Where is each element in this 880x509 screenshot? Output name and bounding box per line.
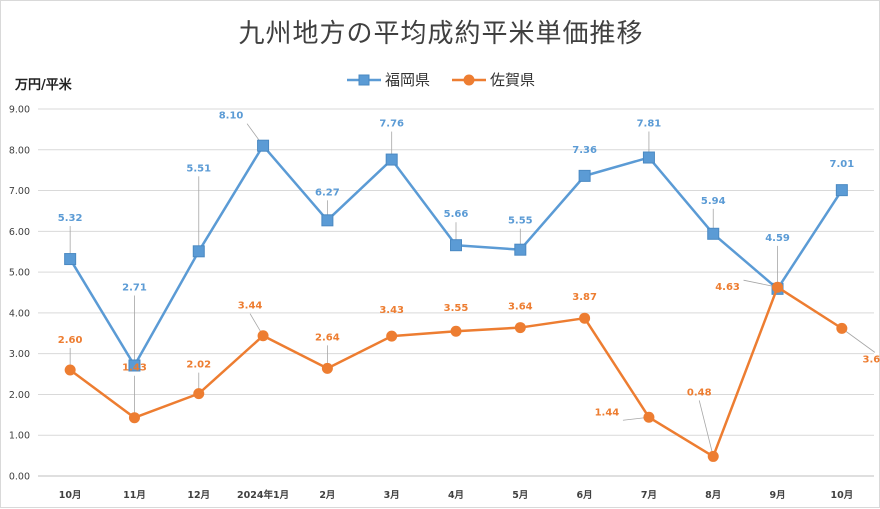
- data-label: 3.44: [238, 301, 263, 312]
- y-tick-label: 6.00: [9, 227, 30, 238]
- data-label: 5.32: [58, 213, 83, 224]
- data-point-marker: [836, 322, 848, 334]
- y-tick-label: 4.00: [9, 308, 30, 319]
- y-tick-label: 8.00: [9, 145, 30, 156]
- legend-label-fukuoka: 福岡県: [384, 71, 430, 89]
- data-label: 7.01: [830, 159, 855, 170]
- data-point-marker: [514, 322, 526, 334]
- y-axis-unit-label: 万円/平米: [15, 78, 72, 93]
- leader-line: [698, 400, 714, 457]
- x-tick-label: 4月: [448, 490, 464, 501]
- legend-circle-marker-icon: [452, 74, 486, 85]
- data-point-marker: [707, 227, 720, 240]
- data-point-marker: [643, 411, 655, 423]
- data-point-marker: [450, 239, 462, 252]
- data-label: 8.10: [219, 111, 244, 122]
- data-point-marker: [707, 450, 719, 462]
- data-label: 5.66: [444, 209, 469, 220]
- data-point-marker: [772, 281, 784, 293]
- data-point-marker: [578, 169, 591, 182]
- y-tick-label: 5.00: [9, 268, 30, 279]
- data-label: 5.51: [186, 163, 211, 174]
- y-tick-label: 0.00: [9, 472, 30, 483]
- data-label: 7.36: [572, 145, 597, 156]
- data-point-marker: [128, 359, 141, 372]
- chart-title: 九州地方の平均成約平米単価推移: [238, 19, 644, 49]
- data-point-marker: [321, 362, 333, 374]
- legend-square-marker-icon: [346, 74, 381, 85]
- x-tick-label: 12月: [187, 490, 210, 501]
- data-point-marker: [321, 214, 334, 227]
- x-tick-label: 10月: [830, 490, 853, 501]
- data-label: 2.60: [58, 335, 83, 346]
- data-label: 3.43: [379, 305, 404, 316]
- data-point-marker: [257, 139, 270, 152]
- legend-item-fukuoka: 福岡県: [346, 69, 430, 90]
- data-label: 2.64: [315, 332, 340, 343]
- data-label: 4.59: [765, 233, 790, 244]
- data-point-marker: [835, 184, 848, 197]
- data-label: 3.62: [863, 354, 880, 365]
- x-tick-label: 3月: [384, 490, 400, 501]
- data-point-marker: [514, 243, 527, 256]
- data-label: 5.55: [508, 216, 533, 227]
- x-tick-label: 9月: [769, 490, 785, 501]
- data-label: 0.48: [687, 387, 712, 398]
- y-tick-label: 2.00: [9, 390, 30, 401]
- x-tick-label: 5月: [512, 490, 528, 501]
- legend: 福岡県 佐賀県: [1, 69, 880, 90]
- data-label: 3.64: [508, 302, 533, 313]
- x-tick-label: 11月: [123, 490, 146, 501]
- legend-item-saga: 佐賀県: [452, 69, 535, 90]
- y-tick-label: 3.00: [9, 349, 30, 360]
- data-label: 7.76: [379, 119, 404, 130]
- legend-label-saga: 佐賀県: [490, 71, 536, 89]
- data-point-marker: [385, 153, 398, 166]
- data-point-marker: [192, 245, 205, 258]
- data-point-marker: [128, 412, 140, 424]
- data-point-marker: [193, 388, 205, 400]
- data-point-marker: [386, 330, 398, 342]
- y-tick-label: 7.00: [9, 186, 30, 197]
- data-point-marker: [450, 325, 462, 337]
- data-point-marker: [64, 364, 76, 376]
- data-point-marker: [64, 253, 77, 266]
- data-label: 2.02: [186, 360, 211, 371]
- data-label: 5.94: [701, 196, 726, 207]
- y-tick-label: 9.00: [9, 105, 30, 116]
- data-point-marker: [642, 151, 655, 164]
- x-tick-label: 2024年1月: [237, 489, 289, 501]
- x-tick-label: 7月: [641, 490, 657, 501]
- data-point-marker: [257, 330, 269, 342]
- x-tick-label: 10月: [59, 490, 82, 501]
- data-label: 1.43: [122, 363, 147, 374]
- leader-line: [743, 279, 778, 288]
- leader-line: [841, 328, 876, 353]
- x-tick-label: 8月: [705, 490, 721, 501]
- data-label: 1.44: [595, 407, 620, 418]
- data-label: 6.27: [315, 187, 340, 198]
- x-tick-label: 6月: [577, 490, 593, 501]
- data-label: 4.63: [715, 282, 740, 293]
- data-label: 3.87: [572, 292, 597, 303]
- data-point-marker: [579, 312, 591, 324]
- x-tick-label: 2月: [319, 490, 335, 501]
- data-label: 3.55: [444, 303, 469, 314]
- data-label: 2.71: [122, 282, 147, 293]
- y-tick-label: 1.00: [9, 431, 30, 442]
- data-label: 7.81: [637, 119, 662, 130]
